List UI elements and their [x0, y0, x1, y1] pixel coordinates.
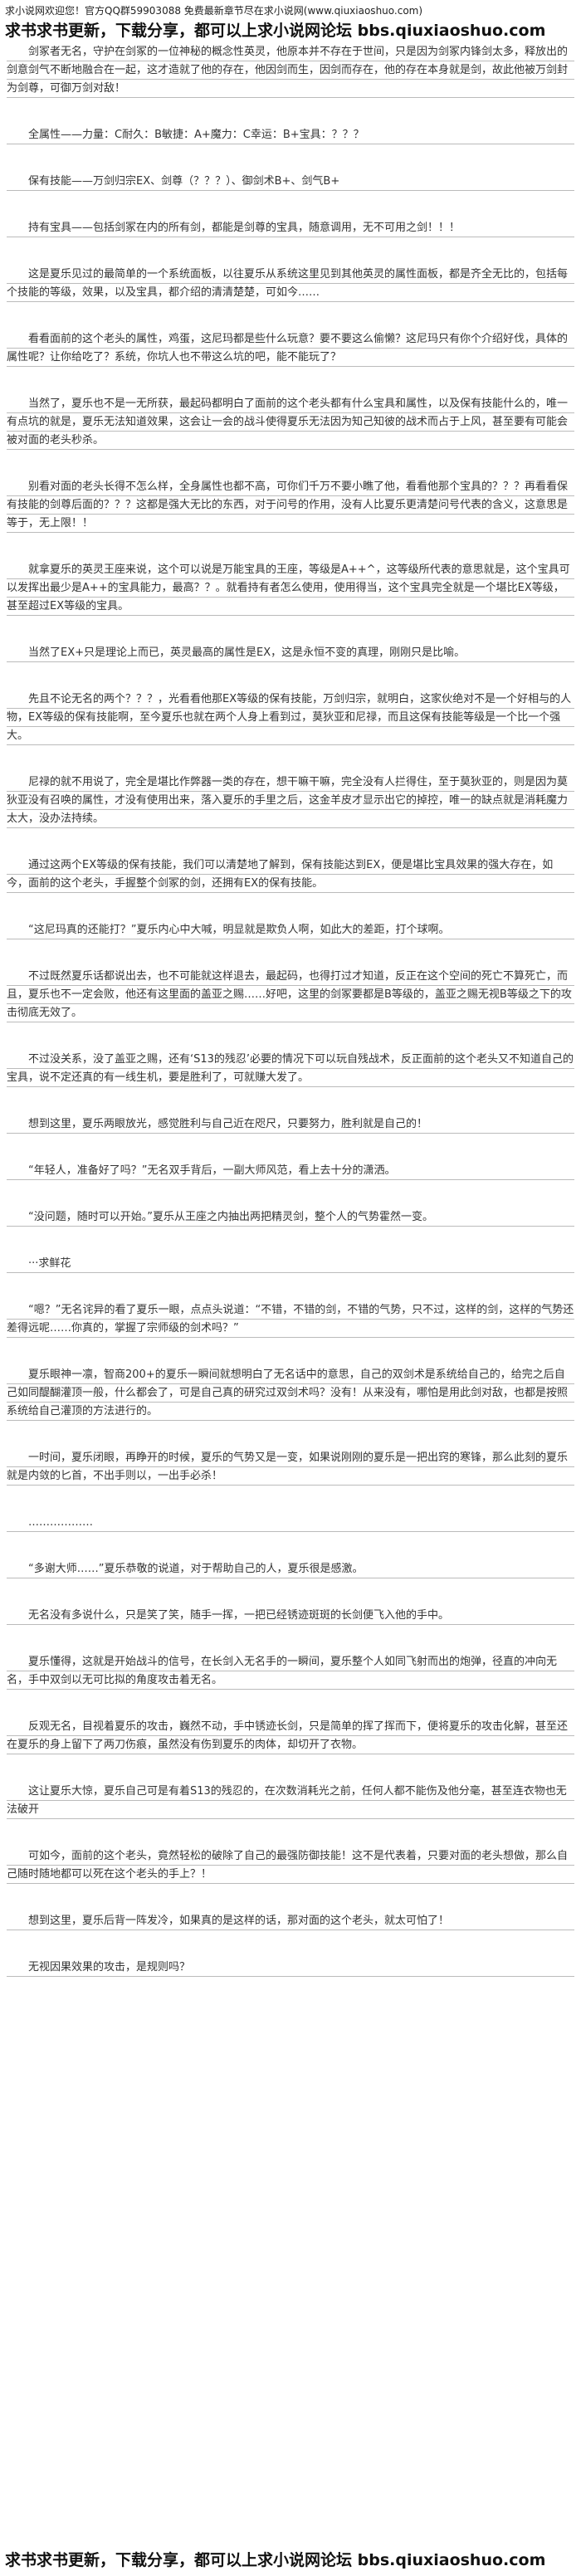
- paragraph: 这是夏乐见过的最简单的一个系统面板，以往夏乐从系统这里见到其他英灵的属性面板，都…: [7, 266, 574, 302]
- paragraph: ………………: [7, 1514, 574, 1532]
- forum-banner: 求书求书更新，下载分享，都可以上求小说网论坛 bbs.qiuxiaoshuo.c…: [5, 22, 546, 40]
- article: 剑冢者无名，守护在剑冢的一位神秘的概念性英灵，他原本并不存在于世间，只是因为剑冢…: [0, 43, 581, 1977]
- paragraph: 剑冢者无名，守护在剑冢的一位神秘的概念性英灵，他原本并不存在于世间，只是因为剑冢…: [7, 43, 574, 98]
- paragraph: 可如今，面前的这个老头，竟然轻松的破除了自己的最强防御技能！这不是代表着，只要对…: [7, 1847, 574, 1884]
- paragraph: 夏乐眼神一凛，智商200+的夏乐一瞬间就想明白了无名话中的意思，自己的双剑术是系…: [7, 1366, 574, 1421]
- paragraph: “多谢大师……”夏乐恭敬的说道，对于帮助自己的人，夏乐很是感激。: [7, 1560, 574, 1578]
- paragraph: 无名没有多说什么，只是笑了笑，随手一挥，一把已经锈迹斑斑的长剑便飞入他的手中。: [7, 1607, 574, 1625]
- site-notice: 求小说网欢迎您！官方QQ群59903088 免费最新章节尽在求小说网(www.q…: [5, 5, 423, 17]
- paragraph: 当然了EX+只是理论上而已，英灵最高的属性是EX，这是永恒不变的真理，刚刚只是比…: [7, 644, 574, 662]
- paragraph: 就拿夏乐的英灵王座来说，这个可以说是万能宝具的王座，等级是A++^，这等级所代表…: [7, 561, 574, 616]
- paragraph: 想到这里，夏乐两眼放光，感觉胜利与自己近在咫尺，只要努力，胜利就是自己的！: [7, 1115, 574, 1134]
- paragraph: 无视因果效果的攻击，是规则吗？: [7, 1959, 574, 1977]
- paragraph: 尼禄的就不用说了，完全是堪比作弊器一类的存在，想干嘛干嘛，完全没有人拦得住，至于…: [7, 773, 574, 828]
- paragraph: 通过这两个EX等级的保有技能，我们可以清楚地了解到，保有技能达到EX，便是堪比宝…: [7, 856, 574, 893]
- paragraph: 别看对面的老头长得不怎么样，全身属性也都不高，可你们千万不要小瞧了他，看看他那个…: [7, 478, 574, 533]
- paragraph: 先且不论无名的两个？？？，光看看他那EX等级的保有技能，万剑归宗，就明白，这家伙…: [7, 690, 574, 745]
- footer: 求书求书更新，下载分享，都可以上求小说网论坛 bbs.qiuxiaoshuo.c…: [0, 2548, 581, 2576]
- paragraph: 当然了，夏乐也不是一无所获，最起码都明白了面前的这个老头都有什么宝具和属性，以及…: [7, 395, 574, 450]
- paragraph: 持有宝具——包括剑冢在内的所有剑，都能是剑尊的宝具，随意调用，无不可用之剑！！！: [7, 219, 574, 237]
- paragraph: 反观无名，目视着夏乐的攻击，巍然不动，手中锈迹长剑，只是简单的挥了挥而下，便将夏…: [7, 1718, 574, 1754]
- paragraph: 一时间，夏乐闭眼，再睁开的时候，夏乐的气势又是一变，如果说刚刚的夏乐是一把出窍的…: [7, 1449, 574, 1486]
- paragraph: “没问题，随时可以开始。”夏乐从王座之内抽出两把精灵剑，整个人的气势霍然一变。: [7, 1208, 574, 1227]
- paragraph: 保有技能——万剑归宗EX、剑尊（？？？）、御剑术B+、剑气B+: [7, 173, 574, 191]
- paragraph: 全属性——力量：C耐久：B敏捷：A+魔力：C幸运：B+宝具：？？？: [7, 126, 574, 144]
- paragraph: 看看面前的这个老头的属性，鸡蛋，这尼玛都是些什么玩意？要不要这么偷懒？这尼玛只有…: [7, 330, 574, 367]
- forum-banner: 求书求书更新，下载分享，都可以上求小说网论坛 bbs.qiuxiaoshuo.c…: [5, 2551, 546, 2569]
- paragraph: 不过既然夏乐话都说出去，也不可能就这样退去，最起码，也得打过才知道，反正在这个空…: [7, 968, 574, 1022]
- paragraph: “年轻人，准备好了吗？”无名双手背后，一副大师风范，看上去十分的潇洒。: [7, 1162, 574, 1180]
- paragraph: “嗯？”无名诧异的看了夏乐一眼，点点头说道：“不错，不错的剑，不错的气势，只不过…: [7, 1301, 574, 1338]
- paragraph: “这尼玛真的还能打？”夏乐内心中大喊，明显就是欺负人啊，如此大的差距，打个球啊。: [7, 921, 574, 939]
- paragraph: 夏乐懂得，这就是开始战斗的信号，在长剑入无名手的一瞬间，夏乐整个人如同飞射而出的…: [7, 1653, 574, 1690]
- paragraph: 想到这里，夏乐后背一阵发冷，如果真的是这样的话，那对面的这个老头，就太可怕了！: [7, 1912, 574, 1930]
- paragraph: 这让夏乐大惊，夏乐自己可是有着S13的残忍的，在次数消耗光之前，任何人都不能伤及…: [7, 1783, 574, 1819]
- paragraph: 不过没关系，没了盖亚之赐，还有‘S13的残忍’必要的情况下可以玩自残战术，反正面…: [7, 1051, 574, 1087]
- paragraph: ···求鲜花: [7, 1255, 574, 1273]
